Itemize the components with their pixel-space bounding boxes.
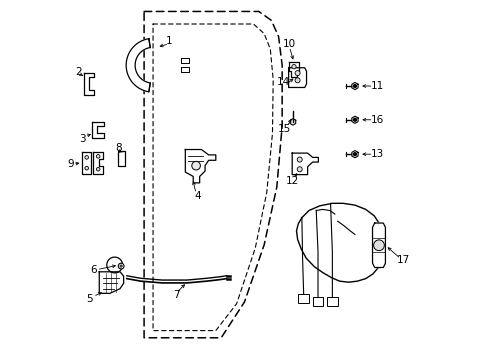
Text: 16: 16: [370, 115, 383, 125]
Circle shape: [353, 118, 356, 121]
Bar: [326, 297, 337, 306]
Circle shape: [85, 156, 88, 159]
Text: 10: 10: [282, 39, 295, 49]
Polygon shape: [372, 223, 385, 267]
Polygon shape: [82, 152, 91, 174]
Text: 15: 15: [277, 124, 290, 134]
Circle shape: [297, 167, 302, 172]
Polygon shape: [351, 116, 357, 123]
Text: 1: 1: [165, 36, 172, 46]
Polygon shape: [180, 58, 188, 63]
Text: 11: 11: [370, 81, 383, 91]
Text: 13: 13: [370, 149, 383, 159]
Circle shape: [85, 166, 88, 170]
Circle shape: [191, 161, 200, 170]
Text: 14: 14: [276, 77, 289, 87]
Polygon shape: [288, 62, 299, 77]
Circle shape: [96, 167, 100, 171]
Circle shape: [118, 263, 124, 269]
Polygon shape: [126, 39, 150, 92]
Circle shape: [291, 64, 296, 69]
Text: 6: 6: [90, 265, 97, 275]
Bar: [118, 150, 125, 166]
Circle shape: [120, 265, 122, 267]
Text: 17: 17: [396, 255, 409, 265]
Polygon shape: [288, 68, 306, 87]
Text: 2: 2: [75, 67, 82, 77]
Polygon shape: [185, 149, 215, 183]
Circle shape: [294, 78, 300, 83]
Circle shape: [297, 157, 302, 162]
Polygon shape: [180, 67, 188, 72]
Polygon shape: [351, 82, 357, 90]
Circle shape: [294, 71, 300, 76]
Circle shape: [353, 153, 356, 156]
Circle shape: [373, 240, 384, 251]
Text: 7: 7: [173, 291, 179, 301]
Text: 8: 8: [115, 143, 122, 153]
Text: 9: 9: [67, 159, 74, 169]
Text: 4: 4: [194, 191, 201, 201]
Text: 12: 12: [285, 176, 299, 186]
Circle shape: [353, 85, 356, 87]
Polygon shape: [92, 122, 103, 138]
Polygon shape: [351, 150, 357, 158]
Polygon shape: [289, 119, 295, 125]
Text: 3: 3: [79, 134, 85, 144]
Polygon shape: [99, 272, 123, 293]
Circle shape: [96, 154, 100, 158]
Polygon shape: [93, 152, 103, 174]
Bar: [312, 297, 323, 306]
Bar: [298, 294, 308, 303]
Text: 5: 5: [86, 294, 93, 304]
Polygon shape: [83, 73, 94, 95]
Polygon shape: [292, 153, 318, 175]
